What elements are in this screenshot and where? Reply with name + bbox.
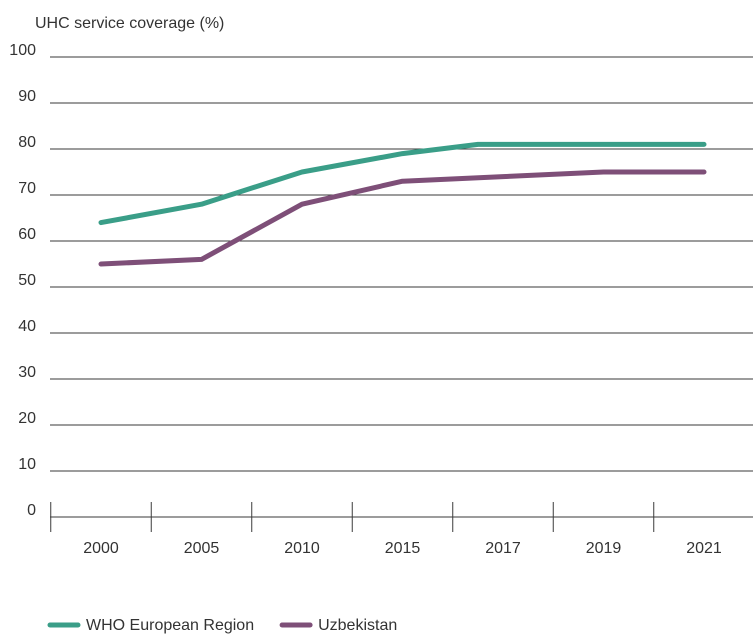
x-tick-label: 2010 (284, 540, 320, 557)
x-tick-label: 2021 (686, 540, 722, 557)
y-tick-label: 0 (27, 502, 36, 519)
y-tick-label: 60 (18, 226, 36, 243)
legend-label: Uzbekistan (318, 617, 397, 634)
x-tick-label: 2015 (385, 540, 421, 557)
x-axis: 2000 2005 2010 2015 2017 2019 2021 (50, 502, 753, 557)
x-tick-label: 2005 (184, 540, 220, 557)
series-lines (98, 141, 707, 267)
y-tick-label: 70 (18, 180, 36, 197)
gridlines (50, 56, 753, 472)
series-line (98, 169, 707, 267)
x-tick-label: 2019 (586, 540, 622, 557)
y-axis-ticks: 0 10 20 30 40 50 60 70 80 90 100 (9, 42, 36, 519)
legend-label: WHO European Region (86, 617, 254, 634)
y-tick-label: 40 (18, 318, 36, 335)
y-tick-label: 20 (18, 410, 36, 427)
legend: WHO European Region Uzbekistan (47, 617, 397, 634)
y-tick-label: 10 (18, 456, 36, 473)
y-tick-label: 30 (18, 364, 36, 381)
y-tick-label: 50 (18, 272, 36, 289)
y-axis-title: UHC service coverage (%) (35, 15, 224, 32)
series-line (98, 141, 707, 226)
x-tick-label: 2000 (83, 540, 119, 557)
y-tick-label: 100 (9, 42, 36, 59)
y-tick-label: 90 (18, 88, 36, 105)
x-tick-label: 2017 (485, 540, 521, 557)
y-tick-label: 80 (18, 134, 36, 151)
